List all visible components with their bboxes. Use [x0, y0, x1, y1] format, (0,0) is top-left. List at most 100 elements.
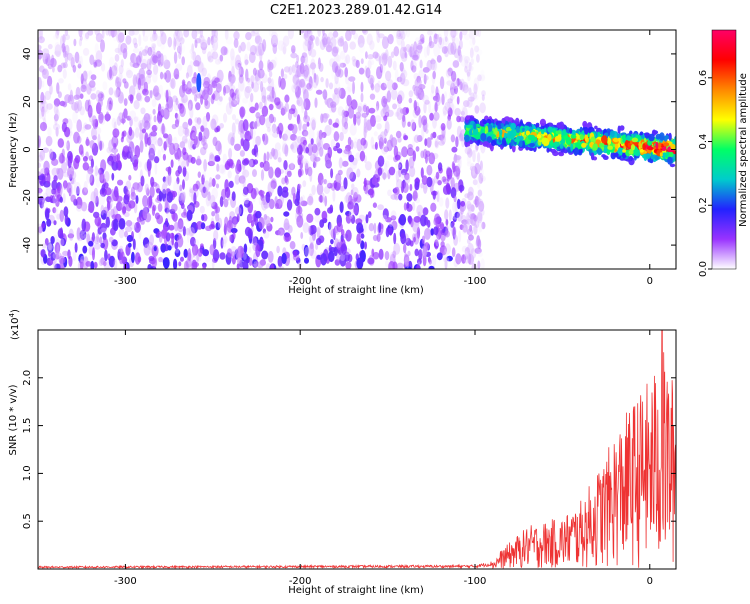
noise-blob: [362, 104, 367, 113]
noise-blob: [339, 201, 344, 213]
signal-blob: [669, 163, 676, 168]
noise-blob: [87, 166, 94, 175]
noise-blob: [301, 158, 308, 165]
noise-blob: [284, 144, 289, 157]
noise-blob: [131, 251, 135, 264]
noise-blob: [357, 39, 365, 48]
noise-blob: [361, 145, 365, 151]
noise-blob: [191, 86, 198, 94]
noise-blob: [352, 81, 355, 95]
noise-blob: [415, 264, 421, 269]
y-tick-label: 2.0: [22, 370, 33, 386]
noise-blob: [174, 248, 181, 258]
noise-blob: [316, 183, 324, 196]
noise-blob: [242, 138, 250, 152]
noise-blob: [415, 146, 420, 152]
noise-blob: [151, 43, 157, 49]
noise-blob: [94, 126, 102, 135]
noise-blob: [207, 51, 212, 61]
noise-blob: [215, 174, 221, 180]
noise-blob: [59, 238, 65, 247]
noise-blob: [282, 247, 287, 256]
noise-blob: [286, 170, 292, 178]
signal-blob: [612, 137, 619, 143]
noise-blob: [338, 36, 344, 43]
noise-blob: [90, 158, 94, 168]
noise-blob: [479, 102, 486, 114]
noise-blob: [408, 156, 415, 169]
noise-blob: [147, 57, 153, 70]
noise-blob: [228, 96, 233, 109]
noise-blob: [479, 74, 486, 82]
noise-blob: [169, 232, 175, 239]
noise-blob: [82, 70, 88, 82]
signal-blob: [558, 152, 565, 157]
noise-blob: [202, 142, 208, 150]
noise-blob: [250, 75, 255, 84]
noise-blob: [456, 77, 460, 87]
noise-blob: [294, 136, 300, 149]
noise-blob: [277, 227, 285, 236]
noise-blob: [180, 96, 185, 104]
noise-blob: [183, 30, 190, 38]
noise-blob: [211, 258, 215, 269]
noise-blob: [398, 162, 403, 171]
y-tick-label: 0.5: [22, 513, 33, 529]
signal-blob: [570, 134, 577, 139]
noise-blob: [101, 183, 106, 194]
noise-blob: [213, 53, 222, 61]
signal-blob: [590, 152, 595, 161]
noise-blob: [477, 260, 481, 269]
noise-blob: [142, 30, 146, 37]
noise-blob: [404, 51, 408, 59]
noise-blob: [149, 234, 155, 246]
noise-blob: [76, 204, 82, 212]
noise-blob: [420, 167, 424, 179]
noise-blob: [393, 243, 401, 255]
noise-blob: [151, 124, 158, 132]
noise-blob: [167, 173, 172, 186]
noise-blob: [411, 121, 417, 132]
noise-blob: [476, 211, 483, 224]
noise-blob: [406, 262, 410, 269]
noise-blob: [135, 195, 139, 204]
noise-blob: [211, 80, 217, 89]
noise-blob: [114, 90, 119, 98]
noise-blob: [117, 160, 122, 171]
noise-blob: [134, 252, 141, 265]
noise-blob: [176, 176, 180, 185]
noise-blob: [139, 139, 144, 153]
noise-blob: [396, 179, 403, 189]
noise-blob: [394, 111, 400, 117]
signal-blob: [628, 149, 634, 155]
noise-blob: [165, 103, 170, 110]
noise-blob: [152, 48, 156, 56]
noise-blob: [324, 195, 328, 207]
noise-blob: [336, 148, 343, 154]
noise-blob: [255, 135, 261, 146]
noise-blob: [478, 172, 484, 184]
noise-blob: [129, 94, 134, 104]
signal-blob: [565, 137, 572, 145]
noise-blob: [349, 123, 357, 136]
noise-blob: [425, 153, 428, 164]
noise-blob: [202, 116, 208, 129]
noise-blob: [77, 63, 82, 69]
noise-blob: [368, 107, 376, 114]
noise-blob: [282, 133, 288, 141]
noise-blob: [139, 122, 143, 132]
signal-blob: [536, 134, 542, 139]
noise-blob: [80, 84, 87, 93]
noise-blob: [208, 154, 216, 166]
noise-blob: [404, 260, 409, 266]
noise-blob: [225, 102, 233, 115]
noise-blob: [139, 46, 143, 53]
noise-blob: [217, 217, 223, 229]
noise-blob: [377, 134, 384, 142]
noise-blob: [215, 183, 220, 189]
noise-blob: [177, 191, 181, 197]
noise-blob: [338, 157, 343, 169]
signal-blob: [519, 138, 523, 148]
signal-blob: [654, 154, 660, 161]
noise-blob: [393, 46, 400, 57]
